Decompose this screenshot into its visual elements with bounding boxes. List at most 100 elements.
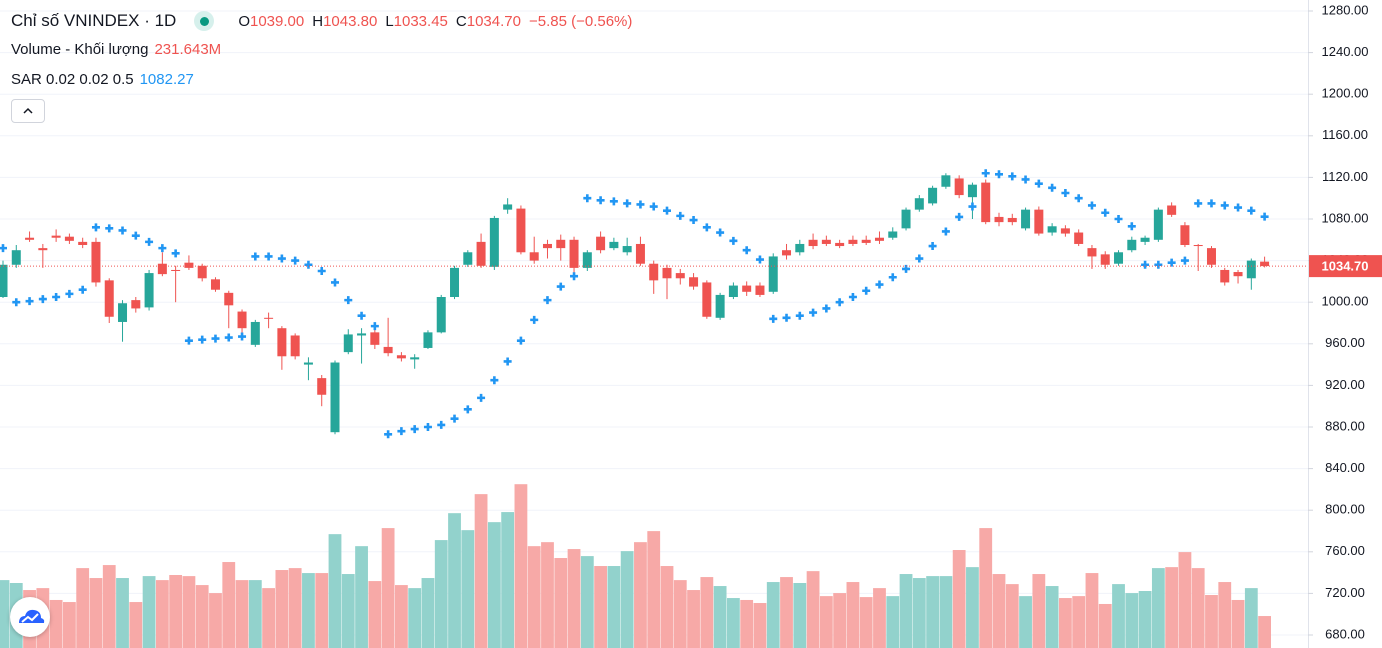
volume-bar — [966, 567, 979, 648]
high-label: H — [312, 12, 324, 30]
volume-bar — [49, 599, 63, 648]
sar-point — [1247, 206, 1256, 215]
candle-body — [25, 237, 35, 240]
sar-point — [636, 200, 645, 209]
candle-body — [1034, 209, 1044, 234]
sar-point — [477, 393, 486, 402]
sar-point — [995, 170, 1003, 179]
sar-point — [450, 414, 459, 423]
volume-bar — [1151, 568, 1165, 648]
candle-body — [317, 378, 327, 395]
volume-bar — [1005, 584, 1019, 648]
sar-point — [91, 223, 100, 232]
candle-body — [1206, 248, 1216, 265]
sar-point — [822, 304, 831, 313]
open-value: 1039.00 — [250, 12, 305, 30]
candle-body — [330, 362, 340, 433]
volume-bar — [926, 576, 939, 648]
volume-bar — [182, 576, 196, 648]
candle-body — [264, 317, 274, 319]
chart-title: Chỉ số VNINDEX · 1D — [11, 11, 177, 30]
volume-bar — [873, 588, 886, 648]
logo[interactable] — [10, 597, 50, 637]
candle-body — [675, 273, 685, 279]
sar-name: SAR 0.02 0.02 0.5 — [11, 71, 134, 88]
trend — [21, 613, 39, 623]
market-status[interactable] — [194, 11, 215, 31]
sar-point — [131, 231, 140, 240]
chevron — [23, 107, 33, 114]
candle-body — [357, 333, 367, 336]
candle-body — [197, 265, 207, 279]
sar-point — [1034, 179, 1043, 188]
sar-point — [52, 293, 61, 301]
volume-bar — [514, 484, 528, 648]
sar-point — [742, 246, 751, 255]
y-tick-label: 680.00 — [1325, 626, 1365, 641]
candle-body — [1074, 232, 1084, 244]
collapse-button[interactable] — [11, 99, 45, 123]
change-value: −5.85 (−0.56%) — [528, 12, 633, 30]
sar-point — [1074, 194, 1083, 203]
candle-body — [1233, 272, 1243, 277]
candle-body — [64, 236, 74, 241]
volume-bar — [381, 528, 395, 648]
volume-bar — [395, 585, 408, 648]
close-label: C — [455, 12, 467, 30]
volume-bar — [262, 588, 275, 648]
sar-point — [1048, 183, 1057, 192]
candle-body — [144, 273, 154, 308]
candle-body — [1180, 225, 1190, 245]
y-tick-label: 840.00 — [1325, 460, 1365, 475]
candle-body — [808, 239, 818, 247]
sar-point — [570, 272, 579, 281]
sar-point — [437, 420, 446, 429]
sar-point — [769, 314, 778, 323]
sar-point — [12, 298, 21, 307]
volume-bar — [846, 582, 860, 648]
sar-point — [1207, 199, 1216, 208]
sar-point — [875, 280, 884, 289]
candle-body — [848, 239, 858, 244]
sar-point — [1101, 208, 1110, 217]
sar-point — [809, 308, 818, 317]
candle-body — [874, 237, 884, 241]
candle-body — [118, 303, 128, 322]
y-tick-label: 960.00 — [1325, 335, 1365, 350]
volume-bar — [116, 578, 129, 648]
candle-body — [728, 285, 738, 297]
sar-point — [1141, 260, 1150, 269]
sar-point — [1167, 258, 1176, 267]
sar-point — [530, 315, 539, 324]
y-tick-label: 1000.00 — [1322, 294, 1369, 309]
sar-point — [171, 249, 180, 258]
sar-point — [729, 236, 738, 245]
candle-body — [609, 241, 619, 249]
sar-point — [1127, 222, 1136, 231]
candle-body — [715, 294, 725, 318]
candle-body — [91, 241, 101, 283]
sar-point — [689, 216, 698, 225]
sar-point — [145, 237, 154, 246]
sar-point — [357, 311, 366, 320]
sar-point — [397, 427, 406, 436]
candle-body — [835, 242, 845, 247]
volume-bar — [501, 512, 515, 648]
volume-bar — [607, 566, 621, 648]
candle-body — [0, 264, 8, 297]
sar-point — [583, 194, 592, 203]
volume-bar — [766, 582, 780, 648]
candle-body — [768, 256, 778, 292]
volume-bar — [328, 534, 342, 648]
candle-body — [131, 300, 141, 309]
volume-bar — [288, 568, 302, 648]
volume-bar — [421, 578, 435, 648]
candle-body — [303, 362, 313, 365]
sar-point — [1220, 201, 1229, 210]
sar-point — [888, 273, 897, 282]
sar-point — [649, 202, 658, 211]
sar-point — [782, 313, 791, 322]
candle-body — [928, 187, 938, 204]
volume-bar — [580, 556, 594, 648]
volume-bar — [155, 580, 169, 648]
